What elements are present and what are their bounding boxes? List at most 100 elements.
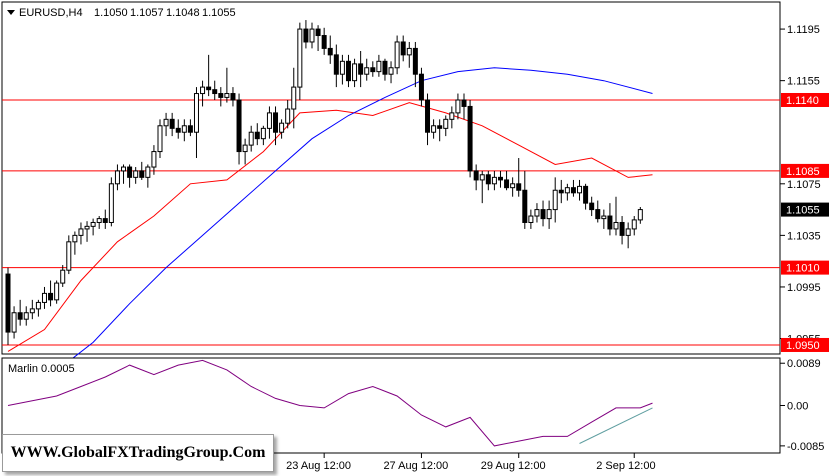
- candle-2: [17, 299, 23, 326]
- indicator-tick-label-2: -0.0085: [787, 441, 824, 453]
- candle-24: [151, 145, 157, 175]
- chart-header-close: 1.1055: [202, 7, 236, 19]
- candle-52: [321, 27, 327, 55]
- candle-104: [637, 207, 643, 224]
- candle-79: [485, 170, 491, 191]
- candle-39: [242, 138, 248, 165]
- candle-17: [108, 177, 114, 227]
- candle-96: [589, 196, 595, 217]
- candle-37: [230, 87, 236, 107]
- level-tag-0: [781, 92, 829, 107]
- level-tag-1: [781, 163, 829, 178]
- candle-59: [364, 58, 370, 81]
- candle-12: [78, 222, 84, 245]
- candle-14: [90, 218, 96, 236]
- moving-averages: [7, 67, 653, 372]
- indicator-tick-label-1: 0.00: [787, 401, 808, 413]
- indicator-line-0: [7, 359, 653, 447]
- candle-87: [534, 203, 540, 223]
- candle-49: [303, 20, 309, 49]
- level-tag-label-3: 1.0950: [786, 340, 820, 352]
- candle-16: [102, 209, 108, 229]
- candle-80: [491, 170, 497, 191]
- candle-4: [29, 299, 35, 320]
- candle-93: [570, 179, 576, 197]
- candle-72: [443, 115, 449, 137]
- candle-11: [72, 231, 78, 255]
- chart-header-low: 1.1048: [166, 7, 200, 19]
- candlesticks: [5, 20, 643, 345]
- candle-69: [425, 93, 431, 146]
- candle-100: [613, 196, 619, 236]
- candle-3: [23, 306, 29, 326]
- candle-71: [437, 119, 443, 142]
- time-axis: 23 Aug 12:00 27 Aug 12:00 29 Aug 12:00 2 Se…: [286, 453, 656, 472]
- header-triangle-icon: [7, 10, 15, 15]
- candle-56: [345, 54, 351, 88]
- candle-90: [552, 177, 558, 223]
- candle-34: [212, 80, 218, 100]
- candle-19: [121, 164, 127, 184]
- candle-6: [41, 286, 47, 309]
- candle-28: [175, 119, 181, 139]
- candle-91: [558, 179, 564, 204]
- time-tick-label-3: 2 Sep 12:00: [596, 460, 655, 472]
- candle-13: [84, 221, 90, 242]
- watermark-logo: WWW.GlobalFXTradingGroup.Com: [2, 434, 274, 472]
- candle-33: [206, 54, 212, 97]
- candle-70: [431, 119, 437, 139]
- chart-header-symbol: EURUSD,H4: [19, 7, 83, 19]
- price-plot-area: [1, 1, 781, 355]
- candle-38: [236, 93, 242, 165]
- candle-45: [279, 119, 285, 139]
- level-tag-label-2: 1.1010: [786, 263, 820, 275]
- level-tag-2: [781, 260, 829, 275]
- candle-60: [370, 61, 376, 77]
- candle-68: [418, 67, 424, 107]
- candle-46: [285, 99, 291, 129]
- candle-64: [394, 35, 400, 75]
- candle-36: [224, 67, 230, 103]
- candle-98: [601, 209, 607, 229]
- chart-header-high: 1.1057: [130, 7, 164, 19]
- candle-77: [473, 164, 479, 191]
- candle-44: [273, 106, 279, 146]
- candle-89: [546, 200, 552, 229]
- candle-10: [66, 235, 72, 275]
- candle-97: [595, 200, 601, 223]
- candle-8: [54, 280, 60, 304]
- chart-header-open: 1.1050: [94, 7, 128, 19]
- candle-47: [291, 67, 297, 129]
- candle-18: [114, 164, 120, 191]
- level-tag-label-0: 1.1140: [786, 95, 819, 107]
- candle-21: [133, 167, 139, 184]
- candle-82: [504, 170, 510, 191]
- price-tick-label-3: 1.1035: [787, 230, 821, 242]
- candle-53: [327, 35, 333, 64]
- candle-86: [528, 209, 534, 229]
- candle-40: [248, 125, 254, 152]
- candle-25: [157, 119, 163, 159]
- candle-61: [376, 54, 382, 77]
- candle-102: [625, 222, 631, 249]
- candle-29: [181, 119, 187, 142]
- candle-58: [358, 50, 364, 88]
- indicator-line-1: [579, 407, 653, 444]
- price-tick-label-1: 1.1155: [787, 76, 820, 88]
- candle-62: [382, 58, 388, 81]
- candle-22: [139, 161, 145, 180]
- candle-35: [218, 87, 224, 107]
- candle-75: [461, 93, 467, 120]
- candle-76: [467, 99, 473, 178]
- candle-67: [412, 41, 418, 88]
- time-tick-label-2: 29 Aug 12:00: [481, 460, 546, 472]
- candle-27: [169, 112, 175, 137]
- ma-line-1: [56, 67, 653, 372]
- candle-94: [577, 179, 583, 201]
- candle-74: [455, 93, 461, 120]
- time-tick-label-1: 27 Aug 12:00: [383, 460, 448, 472]
- candle-48: [297, 22, 303, 100]
